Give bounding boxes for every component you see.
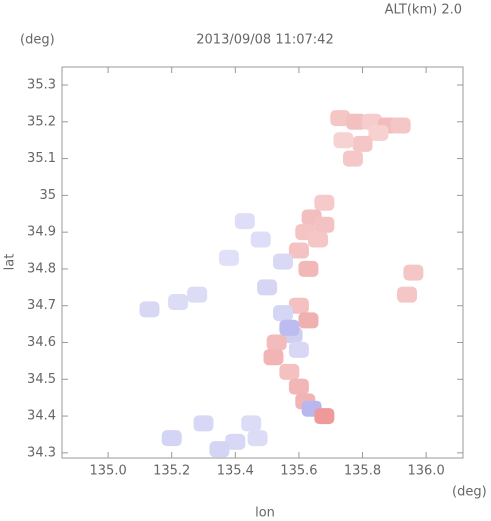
radar-echo: [333, 132, 354, 149]
radar-echo: [266, 334, 287, 351]
x-tick-label: 135.8: [344, 464, 381, 479]
y-tick-label: 35.1: [27, 151, 56, 166]
radar-echo: [257, 279, 278, 296]
radar-echo: [307, 231, 328, 248]
radar-echo: [247, 430, 268, 447]
radar-echo: [288, 242, 309, 259]
radar-echo: [314, 194, 335, 211]
radar-echo: [342, 150, 363, 167]
radar-echo: [346, 113, 367, 130]
y-tick-label: 34.8: [27, 261, 56, 276]
radar-echo: [403, 264, 424, 281]
y-tick-label: 34.5: [27, 372, 56, 387]
radar-echo: [225, 433, 246, 450]
x-tick-label: 135.4: [217, 464, 254, 479]
radar-echo: [193, 415, 214, 432]
chart-title: 2013/09/08 11:07:42: [196, 33, 333, 48]
radar-echo: [279, 363, 300, 380]
y-tick-label: 34.7: [27, 298, 56, 313]
radar-echo: [168, 294, 189, 311]
x-axis-label: lon: [255, 506, 275, 521]
y-tick-label: 35.3: [27, 78, 56, 93]
radar-echo: [288, 341, 309, 358]
y-tick-label: 34.3: [27, 445, 56, 460]
x-tick-label: 135.6: [280, 464, 317, 479]
x-unit: (deg): [452, 485, 487, 500]
radar-echo: [187, 286, 208, 303]
radar-echo: [314, 408, 335, 425]
y-unit: (deg): [20, 33, 55, 48]
y-axis-label: lat: [3, 254, 18, 271]
radar-echo: [241, 415, 262, 432]
radar-echo: [139, 301, 160, 318]
y-tick-label: 34.4: [27, 409, 56, 424]
radar-echo: [397, 286, 418, 303]
y-tick-label: 35.2: [27, 114, 56, 129]
radar-echo: [288, 378, 309, 395]
y-tick-label: 35: [39, 188, 56, 203]
radar-echo: [352, 135, 373, 152]
radar-echo: [314, 216, 335, 233]
radar-echo: [273, 305, 294, 322]
radar-echo: [279, 319, 300, 336]
y-tick-label: 34.6: [27, 335, 56, 350]
radar-echo: [161, 430, 182, 447]
radar-echo: [209, 441, 230, 458]
radar-echo: [330, 110, 351, 127]
radar-echo: [390, 117, 411, 134]
radar-echo: [263, 349, 284, 366]
radar-echo: [298, 260, 319, 277]
x-tick-label: 135.2: [153, 464, 190, 479]
radar-echo: [250, 231, 271, 248]
radar-echo: [218, 249, 239, 266]
altitude: ALT(km) 2.0: [385, 3, 462, 18]
x-tick-label: 136.0: [408, 464, 445, 479]
radar-echo: [234, 213, 255, 230]
y-tick-label: 34.9: [27, 225, 56, 240]
x-tick-label: 135.0: [90, 464, 127, 479]
radar-echo: [288, 297, 309, 314]
radar-echo: [273, 253, 294, 270]
plot-frame: [61, 66, 464, 459]
radar-echo: [298, 312, 319, 329]
radar-echo: [368, 124, 389, 141]
